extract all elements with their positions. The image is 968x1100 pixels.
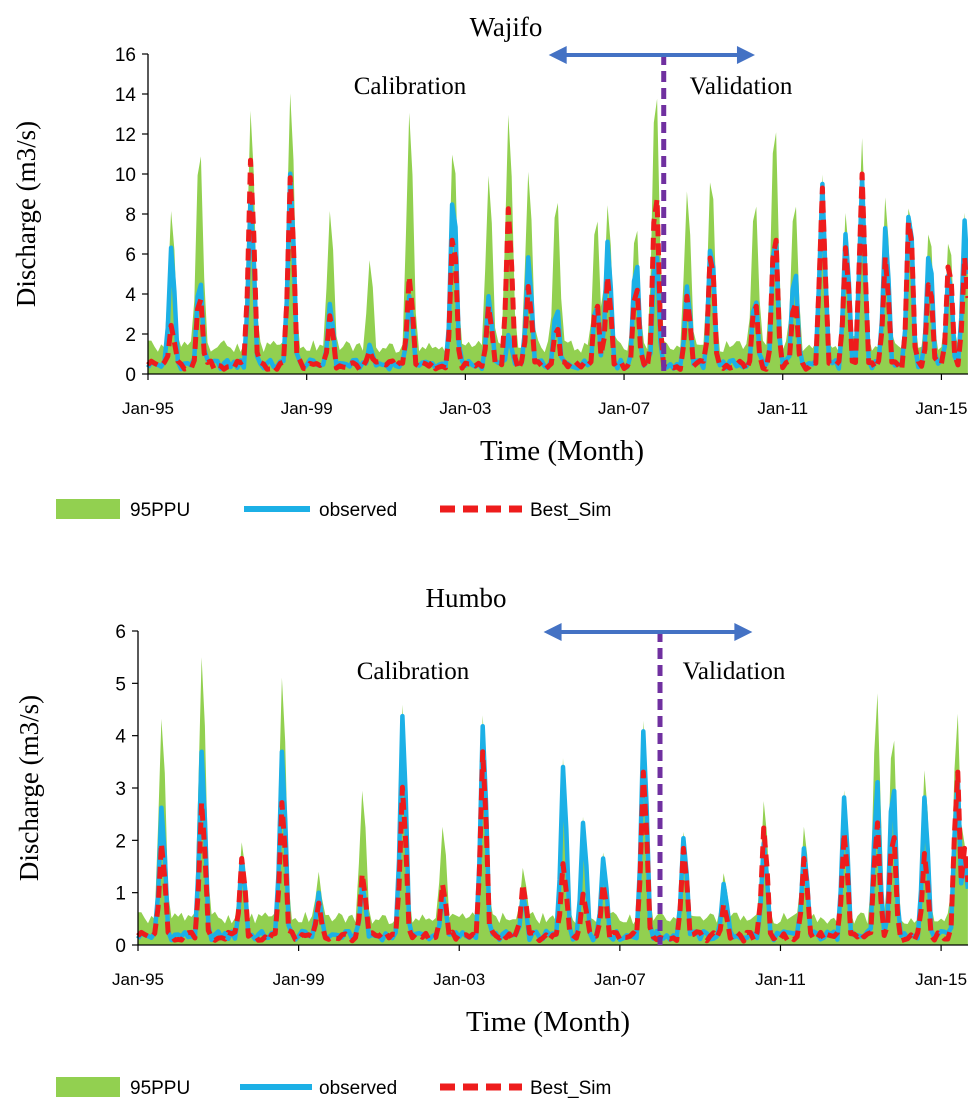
y-tick-label: 5 (115, 674, 126, 695)
x-tick-label: Jan-99 (273, 970, 325, 989)
y-tick-label: 10 (115, 165, 136, 186)
x-tick-label: Jan-11 (755, 970, 806, 989)
chart-humbo: Humbo Discharge (m3/s) Time (Month) Cali… (14, 583, 968, 1099)
band-95ppu (148, 93, 968, 374)
x-tick-label: Jan-03 (439, 399, 491, 418)
legend: 95PPU observed Best_Sim (56, 499, 611, 521)
period-arrow-head-right (734, 623, 753, 641)
y-tick-label: 8 (125, 205, 136, 226)
legend-label-95ppu: 95PPU (130, 500, 190, 521)
y-tick-label: 0 (125, 365, 136, 386)
x-tick-label: Jan-15 (915, 399, 967, 418)
annotation-validation: Validation (690, 73, 793, 100)
series-best-sim (146, 157, 968, 373)
x-axis-label: Time (Month) (466, 1006, 630, 1038)
y-ticks: 0 1 2 3 4 5 6 (115, 622, 138, 957)
y-tick-label: 6 (115, 622, 126, 643)
y-tick-label: 14 (115, 85, 137, 106)
y-axis-label: Discharge (m3/s) (14, 695, 44, 881)
y-tick-label: 1 (115, 884, 126, 905)
legend-label-best-sim: Best_Sim (530, 1078, 611, 1099)
chart-wajifo: Wajifo Discharge (m3/s) Time (Month) Cal… (11, 12, 968, 521)
y-tick-label: 2 (115, 831, 126, 852)
legend: 95PPU observed Best_Sim (56, 1077, 611, 1099)
legend-label-observed: observed (319, 500, 397, 521)
period-arrow-head-right (736, 46, 755, 64)
x-tick-label: Jan-15 (915, 970, 967, 989)
plot-layer (146, 46, 968, 375)
y-axis-label: Discharge (m3/s) (11, 121, 41, 307)
x-tick-label: Jan-95 (112, 970, 164, 989)
y-tick-label: 2 (125, 325, 136, 346)
legend-label-95ppu: 95PPU (130, 1078, 190, 1099)
legend-label-observed: observed (319, 1078, 397, 1099)
y-tick-label: 16 (115, 45, 136, 66)
annotation-calibration: Calibration (357, 658, 470, 685)
legend-swatch-95ppu (56, 499, 120, 519)
y-tick-label: 4 (125, 285, 136, 306)
x-tick-label: Jan-03 (433, 970, 485, 989)
chart-title: Humbo (426, 583, 507, 613)
annotation-validation: Validation (683, 658, 786, 685)
legend-swatch-95ppu (56, 1077, 120, 1097)
y-tick-label: 12 (115, 125, 136, 146)
annotation-calibration: Calibration (354, 73, 467, 100)
y-tick-label: 6 (125, 245, 136, 266)
legend-label-best-sim: Best_Sim (530, 500, 611, 521)
x-ticks: Jan-95 Jan-99 Jan-03 Jan-07 Jan-11 Jan-15 (122, 374, 967, 418)
period-arrow-head-left (548, 46, 567, 64)
plot-layer (136, 623, 968, 946)
x-tick-label: Jan-99 (281, 399, 333, 418)
x-ticks: Jan-95 Jan-99 Jan-03 Jan-07 Jan-11 Jan-15 (112, 945, 967, 989)
y-tick-label: 3 (115, 779, 126, 800)
series-best-sim (136, 749, 968, 944)
period-arrow-head-left (543, 623, 562, 641)
x-axis-label: Time (Month) (480, 435, 644, 467)
x-tick-label: Jan-07 (598, 399, 650, 418)
x-tick-label: Jan-11 (757, 399, 808, 418)
x-tick-label: Jan-95 (122, 399, 174, 418)
y-tick-label: 0 (115, 936, 126, 957)
chart-title: Wajifo (470, 12, 543, 42)
x-tick-label: Jan-07 (594, 970, 646, 989)
y-tick-label: 4 (115, 727, 126, 748)
y-ticks: 0 2 4 6 8 10 12 14 16 (115, 45, 148, 386)
